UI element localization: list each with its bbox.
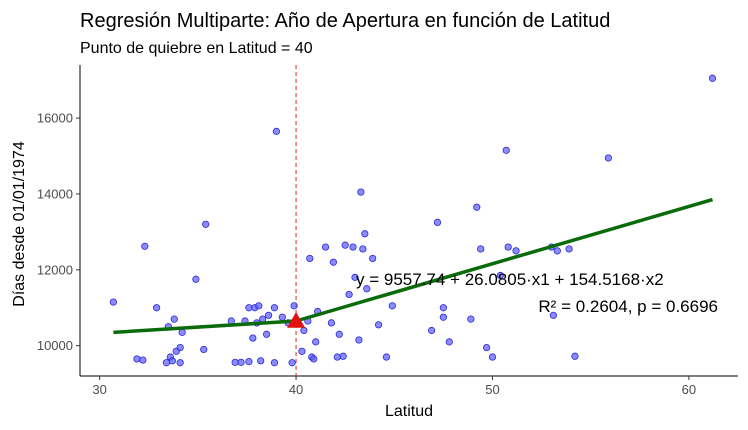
data-point	[327, 319, 336, 327]
equation-annotation: y = 9557.74 + 26.0805·x1 + 154.5168·x2	[356, 270, 664, 289]
data-point	[488, 353, 497, 361]
data-point	[482, 343, 491, 352]
data-point	[168, 357, 176, 365]
data-point	[504, 243, 512, 251]
data-point	[553, 247, 561, 255]
data-point	[245, 304, 253, 312]
data-point	[571, 352, 579, 360]
data-point	[512, 247, 520, 255]
data-point	[270, 359, 279, 367]
data-point	[202, 220, 210, 228]
data-point	[363, 285, 371, 293]
chart-title: Regresión Multiparte: Año de Apertura en…	[80, 10, 610, 32]
data-point	[388, 302, 396, 310]
stats-annotation: R² = 0.2604, p = 0.6696	[538, 297, 718, 316]
data-point	[439, 313, 447, 321]
data-point	[433, 218, 442, 226]
data-point	[359, 245, 367, 253]
data-point	[374, 321, 383, 329]
x-tick-label: 50	[485, 382, 499, 397]
y-tick-label: 16000	[37, 111, 73, 126]
data-point	[162, 359, 171, 367]
y-tick-label: 12000	[37, 262, 73, 277]
data-point	[335, 330, 343, 338]
data-point	[298, 347, 306, 355]
x-axis-title: Latitud	[385, 403, 433, 420]
data-point	[329, 258, 337, 266]
data-points	[109, 74, 717, 367]
y-axis-title: Días desde 01/01/1974	[11, 141, 28, 307]
data-point	[708, 74, 717, 82]
data-point	[345, 290, 353, 299]
data-point	[310, 355, 318, 363]
data-point	[133, 355, 141, 363]
data-point	[170, 315, 178, 323]
data-point	[349, 243, 357, 251]
data-point	[339, 352, 347, 360]
data-point	[382, 353, 391, 361]
data-point	[467, 315, 475, 323]
data-point	[257, 357, 265, 365]
data-point	[237, 358, 245, 366]
data-point	[153, 304, 161, 312]
x-tick-label: 30	[92, 382, 106, 397]
data-point	[427, 326, 436, 335]
data-point	[355, 336, 363, 344]
data-point	[333, 353, 341, 361]
data-point	[312, 338, 320, 346]
data-point	[176, 359, 184, 367]
data-point	[288, 359, 296, 367]
data-point	[473, 203, 481, 211]
data-point	[549, 311, 557, 319]
data-point	[176, 343, 184, 352]
data-point	[200, 345, 208, 354]
data-point	[264, 311, 273, 319]
data-point	[565, 245, 573, 253]
data-point	[178, 328, 186, 336]
data-point	[272, 127, 281, 135]
axes: 30 40 50 60 10000 12000 14000 16000	[37, 65, 738, 397]
data-point	[502, 146, 510, 154]
data-point	[477, 245, 485, 253]
data-point	[270, 304, 279, 312]
data-point	[109, 298, 117, 306]
data-point	[255, 302, 263, 310]
y-tick-label: 14000	[37, 186, 73, 201]
data-point	[445, 338, 453, 346]
data-point	[439, 304, 447, 312]
data-point	[361, 230, 369, 238]
data-point	[357, 188, 365, 196]
data-point	[369, 254, 377, 263]
y-tick-label: 10000	[37, 338, 73, 353]
data-point	[306, 254, 314, 263]
data-point	[139, 356, 147, 364]
data-point	[192, 275, 200, 283]
data-point	[249, 334, 257, 342]
data-point	[290, 302, 298, 310]
chart-subtitle: Punto de quiebre en Latitud = 40	[80, 40, 313, 57]
data-point	[141, 242, 149, 250]
x-tick-label: 40	[289, 382, 303, 397]
data-point	[604, 154, 612, 162]
data-point	[231, 358, 239, 366]
x-tick-label: 60	[682, 382, 696, 397]
data-point	[262, 330, 271, 338]
data-point	[496, 271, 504, 280]
data-point	[300, 326, 308, 335]
breakpoint-marker	[287, 312, 306, 328]
data-point	[278, 313, 286, 321]
breakpoint-marker-group	[287, 312, 306, 328]
data-point	[321, 243, 330, 251]
data-point	[341, 241, 349, 249]
data-point	[351, 273, 359, 281]
data-point	[245, 357, 253, 366]
